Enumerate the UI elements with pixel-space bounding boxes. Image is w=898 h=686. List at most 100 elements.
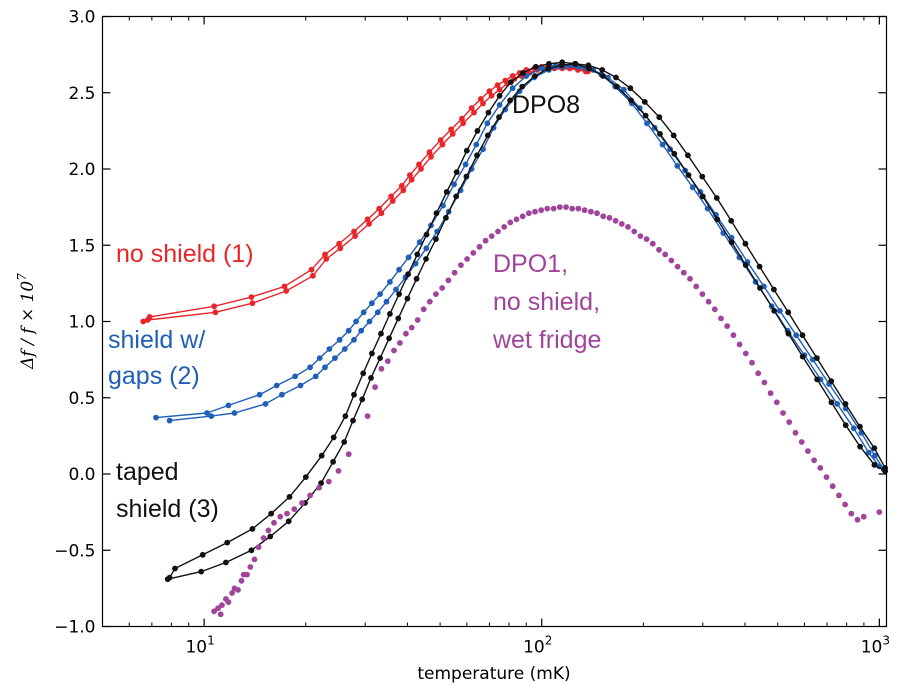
data-point	[501, 224, 508, 230]
data-point	[337, 245, 344, 252]
data-point	[198, 568, 205, 575]
data-point	[618, 221, 625, 227]
data-point	[172, 565, 178, 572]
data-point	[459, 115, 465, 122]
data-point	[546, 60, 552, 67]
data-point	[199, 551, 206, 558]
series-layer	[140, 59, 888, 618]
data-point	[378, 210, 385, 217]
data-point	[532, 63, 539, 70]
data-point	[860, 513, 867, 520]
data-point	[476, 243, 483, 250]
data-point	[400, 187, 407, 194]
data-point	[391, 347, 397, 354]
data-point	[318, 452, 325, 459]
data-point	[426, 298, 433, 305]
annotation-5: DPO1, no shield, wet fridge	[492, 250, 601, 354]
data-point	[386, 335, 392, 342]
data-point	[699, 291, 706, 297]
data-point	[423, 245, 430, 252]
data-point	[166, 417, 173, 424]
data-point	[325, 478, 332, 485]
data-point	[395, 315, 402, 322]
data-point	[223, 559, 229, 566]
data-point	[594, 210, 600, 217]
data-point	[463, 173, 470, 180]
data-point	[882, 465, 888, 471]
data-point	[426, 149, 433, 156]
data-point	[433, 210, 440, 217]
data-point	[780, 410, 786, 416]
data-point	[316, 484, 322, 491]
data-point	[351, 228, 357, 235]
data-point	[420, 306, 427, 313]
data-point	[144, 317, 151, 323]
data-point	[248, 547, 255, 554]
data-point	[453, 193, 460, 200]
data-point	[685, 152, 691, 159]
data-point	[828, 399, 835, 406]
data-point	[670, 132, 677, 139]
data-point	[828, 378, 835, 384]
data-point	[496, 114, 502, 121]
data-point	[416, 161, 422, 168]
data-point	[164, 576, 171, 583]
data-point	[792, 429, 799, 436]
series-3	[164, 59, 888, 583]
data-point	[279, 391, 285, 398]
data-point	[247, 564, 254, 570]
data-point	[507, 219, 514, 226]
data-point	[369, 350, 375, 357]
data-point	[448, 126, 454, 133]
annotation-layer: no shield (1) shield w/gaps (2) taped shiel…	[108, 91, 601, 523]
data-point	[687, 275, 693, 282]
data-point	[742, 240, 749, 247]
data-point	[544, 205, 551, 212]
data-point	[871, 462, 878, 468]
data-point	[265, 527, 272, 534]
data-point	[413, 275, 420, 282]
data-point	[773, 399, 780, 406]
data-point	[267, 533, 274, 540]
data-point	[477, 96, 484, 102]
data-point	[292, 373, 298, 380]
data-point	[260, 535, 267, 541]
data-point	[224, 539, 231, 546]
data-point	[352, 233, 358, 240]
data-point	[848, 510, 855, 517]
data-point	[814, 355, 820, 361]
data-point	[273, 382, 280, 389]
data-point	[360, 309, 367, 316]
data-point	[736, 341, 743, 348]
data-point	[249, 526, 256, 532]
data-point	[439, 141, 446, 148]
data-point	[403, 330, 409, 337]
data-point	[351, 336, 357, 343]
data-point	[799, 332, 806, 339]
data-point	[249, 300, 256, 307]
data-point	[330, 434, 337, 441]
data-point	[322, 251, 328, 258]
data-point	[572, 60, 578, 67]
data-point	[366, 318, 373, 325]
data-point	[369, 300, 375, 307]
data-point	[872, 452, 878, 459]
data-point	[378, 365, 385, 372]
data-point	[153, 414, 159, 421]
data-point	[656, 246, 662, 253]
data-point	[251, 556, 258, 563]
data-point	[798, 439, 805, 445]
data-point	[538, 207, 545, 214]
data-point	[817, 465, 824, 471]
data-point	[414, 251, 421, 258]
data-point	[248, 294, 255, 300]
data-point	[384, 358, 391, 364]
data-point	[799, 353, 806, 360]
data-point	[397, 340, 403, 346]
data-point	[823, 474, 830, 480]
data-point	[728, 239, 735, 246]
data-point	[599, 67, 606, 73]
data-point	[871, 445, 878, 451]
data-point	[581, 207, 588, 214]
